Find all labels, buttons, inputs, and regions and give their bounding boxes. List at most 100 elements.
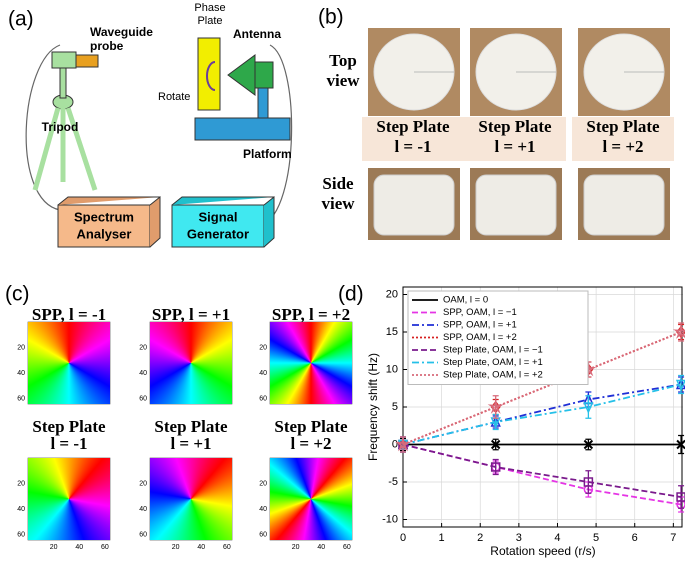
map-y-tick: 20 bbox=[17, 480, 25, 487]
map-title: SPP, l = +1 bbox=[152, 305, 230, 324]
plate-label: l = +1 bbox=[494, 137, 535, 156]
probe-label: Waveguide bbox=[90, 25, 153, 39]
legend-label: Step Plate, OAM, l = +1 bbox=[443, 357, 543, 368]
map-title: l = +2 bbox=[290, 434, 331, 453]
marker bbox=[676, 439, 685, 450]
plate-side bbox=[373, 174, 455, 236]
map-y-tick: 20 bbox=[259, 344, 267, 351]
map-x-tick: 60 bbox=[223, 544, 231, 551]
cable bbox=[25, 44, 61, 211]
map-y-tick: 60 bbox=[139, 396, 147, 403]
label-bg bbox=[362, 117, 464, 161]
phase-map bbox=[270, 458, 352, 540]
y-tick-label: 10 bbox=[386, 363, 398, 375]
plate-label: Step Plate bbox=[376, 117, 450, 136]
phase-plate bbox=[197, 37, 221, 111]
map-x-tick: 20 bbox=[172, 544, 180, 551]
probe-mount bbox=[51, 51, 77, 69]
legend-label: Step Plate, OAM, l = −1 bbox=[443, 345, 543, 356]
error-bar bbox=[585, 395, 592, 419]
map-y-tick: 20 bbox=[139, 344, 147, 351]
spectrum-analyser-box bbox=[57, 204, 151, 248]
signal-generator-box bbox=[171, 204, 265, 248]
antenna-body bbox=[254, 61, 274, 89]
y-tick-label: 15 bbox=[386, 326, 398, 338]
x-tick-label: 4 bbox=[554, 532, 560, 544]
panel-label: (b) bbox=[318, 6, 344, 29]
y-tick-label: 0 bbox=[392, 438, 398, 450]
x-tick-label: 1 bbox=[439, 532, 445, 544]
error-bar bbox=[585, 470, 592, 494]
platform bbox=[194, 117, 291, 141]
map-y-tick: 40 bbox=[17, 506, 25, 513]
label-bg bbox=[572, 117, 674, 161]
rotate-label: Rotate bbox=[158, 91, 190, 103]
view-label: view bbox=[326, 71, 360, 90]
map-y-tick: 60 bbox=[139, 532, 147, 539]
map-y-tick: 60 bbox=[259, 532, 267, 539]
panel-label: (a) bbox=[8, 8, 34, 31]
y-axis-label: Frequency shift (Hz) bbox=[366, 353, 380, 461]
marker bbox=[676, 492, 685, 502]
phase-plate-label: Plate bbox=[197, 15, 222, 27]
marker bbox=[583, 439, 594, 450]
map-y-tick: 60 bbox=[17, 532, 25, 539]
series-line bbox=[402, 443, 682, 498]
plate-label: Step Plate bbox=[478, 117, 552, 136]
map-x-tick: 20 bbox=[50, 544, 58, 551]
marker bbox=[675, 379, 685, 392]
phase-map bbox=[28, 322, 110, 404]
box-label: Generator bbox=[187, 226, 249, 241]
x-tick-label: 5 bbox=[593, 532, 599, 544]
x-axis-label: Rotation speed (r/s) bbox=[490, 544, 595, 558]
map-x-tick: 20 bbox=[292, 544, 300, 551]
map-x-tick: 40 bbox=[197, 544, 205, 551]
legend-label: SPP, OAM, l = +1 bbox=[443, 320, 517, 331]
antenna bbox=[227, 54, 256, 96]
y-tick-label: 5 bbox=[392, 401, 398, 413]
map-title: Step Plate bbox=[274, 417, 348, 436]
plate-side bbox=[583, 174, 665, 236]
antenna-label: Antenna bbox=[233, 27, 281, 41]
waveguide-probe bbox=[75, 54, 99, 68]
map-title: SPP, l = +2 bbox=[272, 305, 350, 324]
view-label: Top bbox=[329, 51, 357, 70]
panel-label: (c) bbox=[5, 283, 30, 306]
phase-map bbox=[150, 458, 232, 540]
box-label: Signal bbox=[198, 209, 237, 224]
rotate-arrow bbox=[206, 61, 216, 91]
view-label: view bbox=[321, 194, 355, 213]
marker bbox=[490, 439, 501, 450]
x-tick-label: 0 bbox=[400, 532, 406, 544]
map-y-tick: 60 bbox=[259, 396, 267, 403]
map-y-tick: 20 bbox=[17, 344, 25, 351]
map-title: l = -1 bbox=[50, 434, 87, 453]
x-tick-label: 7 bbox=[670, 532, 676, 544]
error-bar bbox=[678, 485, 685, 509]
legend-label: OAM, l = 0 bbox=[443, 295, 488, 306]
plate-label: Step Plate bbox=[586, 117, 660, 136]
phase-map bbox=[150, 322, 232, 404]
map-title: SPP, l = -1 bbox=[32, 305, 106, 324]
marker bbox=[394, 436, 412, 452]
map-title: Step Plate bbox=[32, 417, 106, 436]
view-label: Side bbox=[322, 174, 354, 193]
marker bbox=[583, 402, 594, 414]
y-tick-label: -10 bbox=[382, 513, 398, 525]
platform-post bbox=[257, 87, 269, 121]
phase-map bbox=[270, 322, 352, 404]
marker bbox=[487, 398, 504, 414]
probe-label: probe bbox=[90, 39, 124, 53]
map-y-tick: 40 bbox=[259, 506, 267, 513]
map-y-tick: 40 bbox=[17, 370, 25, 377]
map-y-tick: 20 bbox=[139, 480, 147, 487]
plate-label: l = -1 bbox=[394, 137, 431, 156]
label-bg bbox=[464, 117, 566, 161]
map-x-tick: 40 bbox=[317, 544, 325, 551]
x-tick-label: 3 bbox=[516, 532, 522, 544]
tripod-legs bbox=[32, 107, 98, 191]
box-label: Spectrum bbox=[74, 209, 134, 224]
map-y-tick: 40 bbox=[139, 506, 147, 513]
phase-plate-label: Phase bbox=[194, 2, 225, 14]
